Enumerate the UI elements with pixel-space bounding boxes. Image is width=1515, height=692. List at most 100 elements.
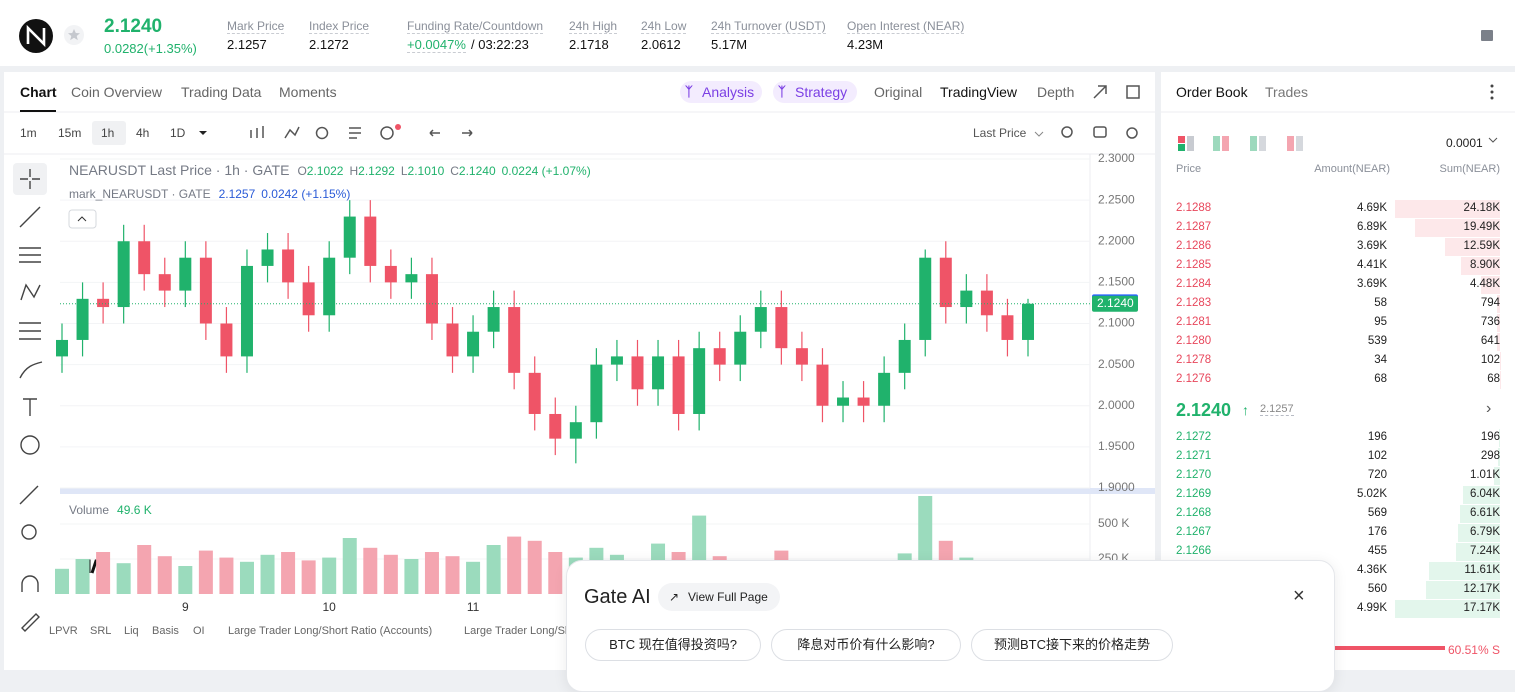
book-price[interactable]: 2.1270 [1176, 469, 1211, 481]
magnet-tool[interactable] [22, 576, 38, 592]
header-icon[interactable] [1481, 30, 1493, 41]
add-icon[interactable] [381, 127, 393, 139]
view-mid[interactable] [1250, 136, 1257, 151]
candle-body [447, 324, 459, 357]
view-full-page[interactable]: View Full Page ↗ [658, 583, 780, 611]
expand-arrow[interactable]: › [1486, 400, 1491, 418]
zoom-tool[interactable] [22, 525, 36, 539]
interval[interactable]: 1D [170, 126, 185, 140]
book-price[interactable]: 2.1276 [1176, 373, 1211, 385]
book-price[interactable]: 2.1287 [1176, 221, 1211, 233]
book-tab[interactable]: Order Book [1176, 84, 1248, 100]
view-tab[interactable]: Original [874, 84, 922, 100]
collapse-button[interactable] [69, 210, 96, 228]
view-tab[interactable]: TradingView [940, 84, 1017, 100]
camera-icon[interactable] [1094, 127, 1106, 137]
book-price[interactable]: 2.1271 [1176, 450, 1211, 462]
volume-bar [363, 548, 377, 594]
candle-body [364, 217, 376, 266]
replay-icon[interactable] [317, 128, 328, 139]
view-both[interactable] [1178, 136, 1185, 143]
candle-body [673, 356, 685, 414]
fullscreen-icon[interactable] [1094, 86, 1106, 98]
chart-tab[interactable]: Trading Data [181, 84, 261, 100]
ai-question[interactable]: BTC 现在值得投资吗? [585, 629, 761, 661]
more-icon[interactable] [1491, 85, 1494, 100]
search-icon[interactable] [1062, 127, 1072, 137]
candle-body [755, 307, 767, 332]
book-sum: 6.61K [1470, 507, 1500, 519]
emoji-tool[interactable] [21, 436, 39, 454]
interval[interactable]: 15m [58, 126, 81, 140]
indicator[interactable]: Basis [152, 625, 179, 637]
chart-tab[interactable]: Moments [279, 84, 337, 100]
chart-tab[interactable]: Chart [20, 84, 57, 100]
ai-question[interactable]: 降息对币价有什么影响? [771, 629, 961, 661]
view-asks[interactable] [1296, 136, 1303, 151]
book-price[interactable]: 2.1286 [1176, 240, 1211, 252]
indicator[interactable]: Large Trader Long/Sh [464, 625, 571, 637]
view-mid[interactable] [1259, 136, 1266, 151]
view-tab[interactable]: Depth [1037, 84, 1074, 100]
template-icon[interactable] [349, 128, 361, 138]
stat-label: Funding Rate/Countdown [407, 19, 543, 34]
book-amount: 58 [1374, 297, 1387, 309]
y-tick-label: 2.2000 [1098, 233, 1135, 247]
book-price[interactable]: 2.1288 [1176, 202, 1211, 214]
candle-body [426, 274, 438, 323]
indicator[interactable]: Large Trader Long/Short Ratio (Accounts) [228, 625, 432, 637]
text-tool[interactable] [23, 399, 37, 416]
precision[interactable]: 0.0001 [1446, 136, 1483, 150]
indicator[interactable]: OI [193, 625, 205, 637]
indicator[interactable]: Liq [124, 625, 139, 637]
book-price[interactable]: 2.1266 [1176, 545, 1211, 557]
book-price[interactable]: 2.1268 [1176, 507, 1211, 519]
interval[interactable]: 1m [20, 126, 37, 140]
view-asks[interactable] [1287, 136, 1294, 151]
ai-question[interactable]: 预测BTC接下来的价格走势 [971, 629, 1173, 661]
window-icon[interactable] [1127, 86, 1139, 98]
book-price[interactable]: 2.1267 [1176, 526, 1211, 538]
book-price[interactable]: 2.1278 [1176, 354, 1211, 366]
indicator[interactable]: LPVR [49, 625, 78, 637]
close-button[interactable]: × [1293, 585, 1305, 608]
price-type-caret[interactable] [1035, 132, 1043, 136]
book-price[interactable]: 2.1284 [1176, 278, 1211, 290]
y-tick-label: 1.9500 [1098, 439, 1135, 453]
view-bids[interactable] [1213, 136, 1220, 151]
book-price[interactable]: 2.1283 [1176, 297, 1211, 309]
fib-tool[interactable] [19, 248, 41, 262]
candle-body [1001, 315, 1013, 340]
indicator[interactable]: SRL [90, 625, 111, 637]
price-type[interactable]: Last Price [973, 126, 1026, 140]
view-both[interactable] [1187, 136, 1194, 151]
dropdown-caret[interactable] [199, 131, 207, 135]
pencil-tool[interactable] [22, 614, 39, 631]
interval[interactable]: 1h [101, 126, 114, 140]
projection-tool[interactable] [19, 323, 41, 339]
pattern-tool[interactable] [21, 285, 40, 300]
indicator-icon[interactable] [285, 127, 299, 138]
settings-icon[interactable] [1127, 128, 1137, 138]
undo-icon[interactable] [430, 130, 440, 136]
volume-value: 49.6 K [117, 503, 152, 517]
book-price[interactable]: 2.1272 [1176, 431, 1211, 443]
book-price[interactable]: 2.1285 [1176, 259, 1211, 271]
book-price[interactable]: 2.1280 [1176, 335, 1211, 347]
redo-icon[interactable] [462, 130, 472, 136]
ruler-tool[interactable] [20, 486, 38, 504]
interval[interactable]: 4h [136, 126, 149, 140]
book-tab[interactable]: Trades [1265, 84, 1308, 100]
y-tick-label: 2.1500 [1098, 275, 1135, 289]
brush-tool[interactable] [20, 362, 42, 378]
view-bids[interactable] [1222, 136, 1229, 151]
precision-caret[interactable] [1489, 138, 1497, 142]
candle-type-icon[interactable] [251, 126, 263, 138]
line-tool[interactable] [20, 207, 40, 227]
book-price[interactable]: 2.1269 [1176, 488, 1211, 500]
view-both[interactable] [1178, 144, 1185, 151]
chart-tab[interactable]: Coin Overview [71, 84, 162, 100]
book-price[interactable]: 2.1281 [1176, 316, 1211, 328]
